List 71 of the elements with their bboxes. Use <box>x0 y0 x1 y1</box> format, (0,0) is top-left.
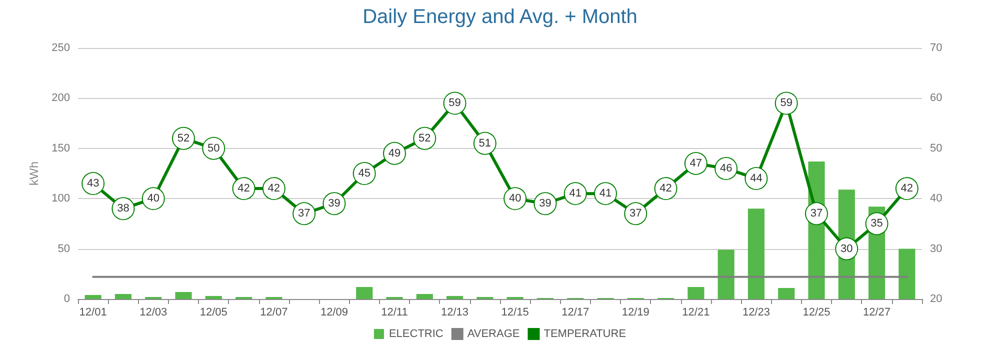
data-label: 37 <box>298 208 310 220</box>
data-label: 44 <box>750 172 762 185</box>
y2-tick-label: 30 <box>930 242 942 255</box>
data-label: 50 <box>208 142 220 154</box>
data-label: 41 <box>569 188 582 200</box>
x-tick-label: 12/21 <box>682 306 710 318</box>
data-label: 39 <box>539 198 552 210</box>
data-label: 51 <box>478 137 492 150</box>
y-tick-label: 250 <box>52 42 70 54</box>
data-label: 35 <box>870 218 883 230</box>
y2-tick-label: 20 <box>930 293 942 305</box>
x-tick-label: 12/09 <box>320 306 348 318</box>
bar <box>748 208 765 299</box>
bar <box>356 286 373 299</box>
data-label: 46 <box>720 162 732 174</box>
x-tick-label: 12/03 <box>140 306 168 318</box>
data-label: 45 <box>358 168 370 180</box>
data-label: 40 <box>147 192 160 205</box>
bar <box>416 294 433 299</box>
data-label: 42 <box>268 182 280 195</box>
data-label: 38 <box>117 202 130 215</box>
data-label: 52 <box>418 132 431 144</box>
y-tick-label: 50 <box>58 242 70 255</box>
data-label: 30 <box>840 242 853 255</box>
x-tick-label: 12/15 <box>501 306 529 318</box>
bar <box>175 292 192 299</box>
data-label: 59 <box>780 97 792 110</box>
x-tick-label: 12/17 <box>562 306 590 318</box>
data-label: 43 <box>86 178 100 190</box>
data-label: 37 <box>630 208 642 220</box>
data-label: 39 <box>328 198 340 210</box>
data-label: 49 <box>388 147 401 160</box>
y2-tick-label: 60 <box>930 92 942 104</box>
data-label: 42 <box>900 182 914 195</box>
data-label: 47 <box>690 157 702 170</box>
data-label: 52 <box>177 132 190 144</box>
y-tick-label: 200 <box>52 92 70 104</box>
x-tick-label: 12/13 <box>441 306 469 318</box>
bar <box>718 250 734 299</box>
chart-title: Daily Energy and Avg. + Month <box>362 6 638 28</box>
bar <box>84 294 102 299</box>
x-tick-label: 12/07 <box>260 306 288 318</box>
x-tick-label: 12/11 <box>381 306 408 318</box>
x-tick-label: 12/05 <box>200 306 228 318</box>
y2-tick-label: 40 <box>930 192 942 205</box>
x-tick-label: 12/27 <box>863 306 891 318</box>
data-label: 40 <box>508 192 522 205</box>
y-tick-label: 0 <box>64 293 70 305</box>
y-tick-label: 100 <box>52 192 70 205</box>
bar <box>114 294 132 299</box>
data-label: 42 <box>660 182 672 195</box>
bar <box>205 296 222 299</box>
data-label: 59 <box>448 97 461 110</box>
y2-tick-label: 50 <box>930 142 942 154</box>
data-label: 41 <box>599 188 612 200</box>
bar <box>688 286 704 299</box>
bar <box>446 296 464 299</box>
x-tick-label: 12/25 <box>802 306 830 318</box>
bar <box>898 248 916 299</box>
data-label: 37 <box>810 208 823 220</box>
bar <box>778 288 795 299</box>
y-axis-title: kWh <box>27 162 41 186</box>
legend-label: TEMPERATURE <box>544 328 626 340</box>
legend-label: ELECTRIC <box>388 328 444 340</box>
y-tick-label: 150 <box>52 142 70 154</box>
x-tick-label: 12/23 <box>742 306 770 318</box>
legend-label: AVERAGE <box>467 328 520 340</box>
x-tick-label: 12/19 <box>622 306 650 318</box>
data-label: 42 <box>238 182 250 195</box>
x-tick-label: 12/01 <box>79 306 107 318</box>
y2-tick-label: 70 <box>930 42 942 54</box>
